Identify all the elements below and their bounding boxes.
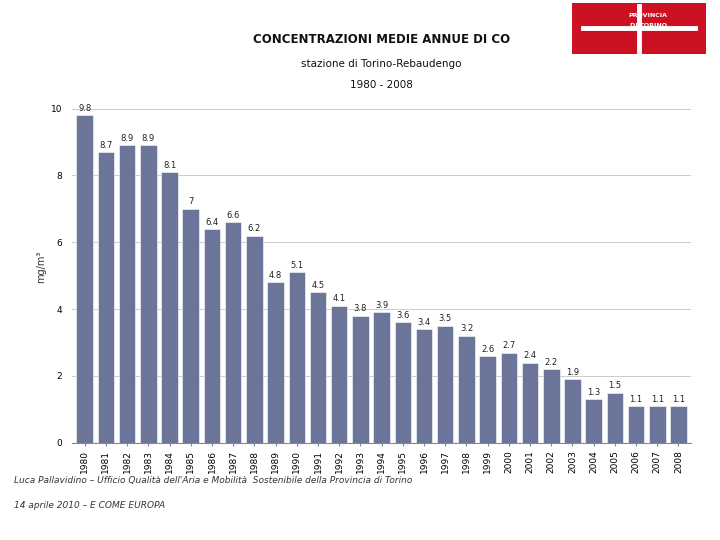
Bar [628,406,644,443]
Text: CONCENTRAZIONI MEDIE ANNUE DI CO: CONCENTRAZIONI MEDIE ANNUE DI CO [253,33,510,46]
Text: 6.6: 6.6 [227,211,240,220]
Text: DI TORINO: DI TORINO [629,23,667,28]
Text: 3.5: 3.5 [438,314,452,323]
Text: 4.5: 4.5 [312,281,325,290]
Bar [585,400,602,443]
Bar [480,356,496,443]
Text: NORMATIVA EUROPEA – INQUINAMENTO ATMOSFERICO: NORMATIVA EUROPEA – INQUINAMENTO ATMOSFE… [9,22,462,37]
Bar [161,172,178,443]
Text: 14 aprile 2010 – E COME EUROPA: 14 aprile 2010 – E COME EUROPA [14,501,166,510]
Bar [649,406,665,443]
Text: 8.9: 8.9 [120,134,134,143]
Bar [500,353,517,443]
Text: 8.7: 8.7 [99,140,112,150]
Text: 3.8: 3.8 [354,305,367,313]
Bar [182,209,199,443]
Bar [267,282,284,443]
Text: 5.1: 5.1 [290,261,303,270]
Text: 9.8: 9.8 [78,104,91,113]
Bar [225,222,241,443]
Bar [522,362,539,443]
Text: 6.2: 6.2 [248,224,261,233]
Bar [352,316,369,443]
Text: 3.4: 3.4 [418,318,431,327]
Text: 2.7: 2.7 [503,341,516,350]
Text: 8.9: 8.9 [142,134,155,143]
Bar [606,393,623,443]
Bar [76,115,93,443]
Bar [289,272,305,443]
Text: Luca Pallavidino – Ufficio Qualità dell'Aria e Mobilità  Sostenibile della Provi: Luca Pallavidino – Ufficio Qualità dell'… [14,476,413,485]
Text: 1.5: 1.5 [608,381,621,390]
Text: 1.3: 1.3 [587,388,600,397]
Y-axis label: mg/m³: mg/m³ [37,251,47,284]
FancyBboxPatch shape [572,3,706,54]
Text: 8.1: 8.1 [163,161,176,170]
Text: 4.1: 4.1 [333,294,346,303]
Bar [543,369,559,443]
Text: PROVINCIA: PROVINCIA [629,14,667,18]
Bar [395,322,411,443]
Text: 3.6: 3.6 [396,311,410,320]
Text: 2.6: 2.6 [481,345,494,354]
Bar [310,292,326,443]
Bar [564,379,581,443]
Bar [246,235,263,443]
Bar [458,336,474,443]
Bar [98,152,114,443]
Text: 2.4: 2.4 [523,351,536,360]
Text: 4.8: 4.8 [269,271,282,280]
Bar [204,229,220,443]
Text: 1.9: 1.9 [566,368,579,377]
Text: stazione di Torino-Rebaudengo: stazione di Torino-Rebaudengo [302,59,462,69]
Text: 2.2: 2.2 [545,358,558,367]
Text: 1.1: 1.1 [651,395,664,404]
Text: 1.1: 1.1 [629,395,643,404]
Text: 7: 7 [188,198,194,206]
Bar [331,306,348,443]
Text: 3.9: 3.9 [375,301,388,310]
Bar [374,313,390,443]
Bar [140,145,157,443]
Bar [415,329,432,443]
Text: 1.1: 1.1 [672,395,685,404]
Bar [437,326,454,443]
Bar [670,406,687,443]
Text: 1980 - 2008: 1980 - 2008 [350,80,413,90]
Text: 3.2: 3.2 [460,325,473,334]
Bar [119,145,135,443]
Text: 6.4: 6.4 [205,218,219,226]
